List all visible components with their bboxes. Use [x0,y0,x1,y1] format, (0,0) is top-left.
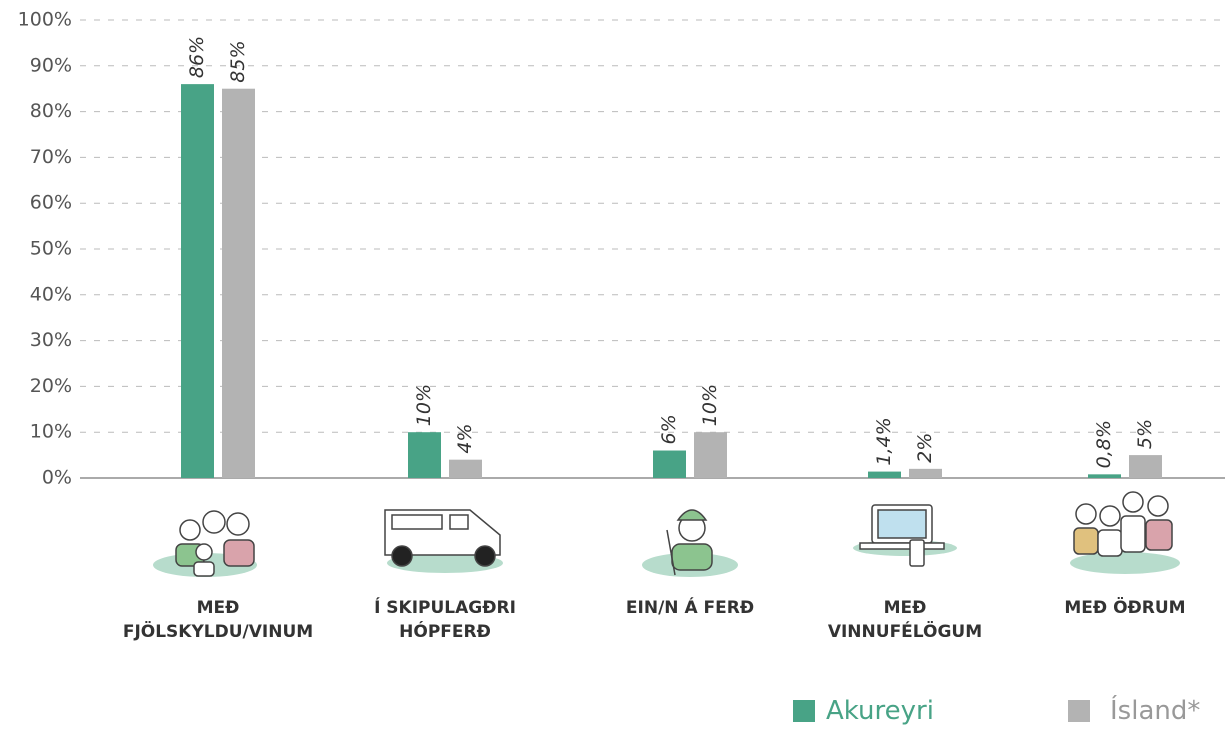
value-label: 6% [658,414,680,444]
bar [694,432,727,478]
y-tick-label: 70% [30,146,72,168]
legend-label: Akureyri [826,696,934,726]
bar [408,432,441,478]
bar [1088,474,1121,478]
bar [909,468,942,478]
legend-label: Ísland* [1110,696,1201,726]
bar [181,84,214,479]
value-label: 0,8% [1093,420,1115,468]
y-tick-label: 90% [30,54,72,76]
x-tick-label: MEÐ VINNUFÉLÖGUM [827,598,983,642]
x-tick-label: MEÐ ÖÐRUM [1064,598,1186,618]
y-tick-label: 40% [30,283,72,305]
x-tick-label: Í SKIPULAGÐRI HÓPFERÐ [374,598,516,642]
y-tick-label: 30% [30,329,72,351]
y-tick-label: 20% [30,375,72,397]
value-label: 86% [186,36,208,78]
value-label: 85% [227,40,249,82]
bar [1129,455,1162,478]
y-tick-label: 60% [30,192,72,214]
y-tick-label: 50% [30,238,72,260]
bar [868,471,901,478]
icons [153,491,1180,577]
y-tick-label: 10% [30,421,72,443]
bar [653,450,686,478]
y-tick-label: 100% [18,9,72,31]
legend-swatch [1068,700,1090,722]
legend-swatch [793,700,815,722]
value-label: 10% [699,384,721,426]
y-tick-label: 0% [42,467,72,489]
x-tick-label: EIN/N Á FERÐ [625,598,755,618]
value-label: 2% [914,433,936,463]
value-label: 10% [413,384,435,426]
value-label: 4% [454,424,476,454]
value-label: 1,4% [873,417,895,465]
x-tick-label: MEÐ FJÖLSKYLDU/VINUM [122,598,314,642]
bar [222,88,255,478]
y-tick-label: 80% [30,100,72,122]
value-label: 5% [1134,419,1156,449]
bar [449,459,482,478]
